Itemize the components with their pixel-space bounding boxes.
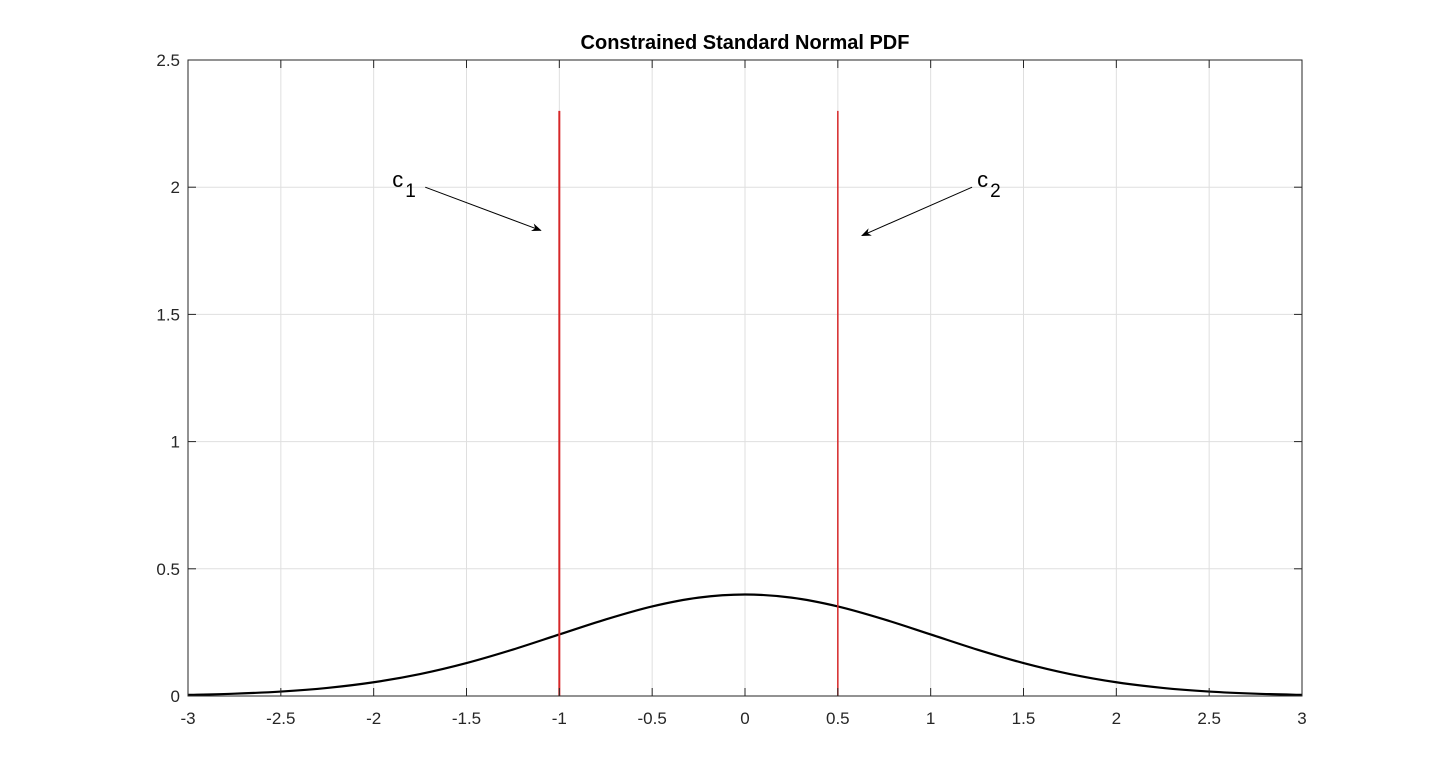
annotation-arrow-c1 — [425, 186, 542, 232]
x-tick-label: 0.5 — [826, 709, 850, 728]
y-tick-label: 1 — [171, 433, 180, 452]
x-tick-label: 1 — [926, 709, 935, 728]
annotation-subscript-c2: 2 — [990, 181, 1001, 202]
x-tick-label: 2.5 — [1197, 709, 1221, 728]
chart-title: Constrained Standard Normal PDF — [581, 32, 910, 54]
x-tick-label: 2 — [1112, 709, 1121, 728]
x-tick-label: 0 — [740, 709, 749, 728]
x-tick-label: -0.5 — [638, 709, 667, 728]
pdf-curve — [187, 593, 1303, 696]
x-tick-label: 1.5 — [1012, 709, 1036, 728]
annotation-label-c2: c — [977, 167, 988, 192]
x-tick-label: -1 — [552, 709, 567, 728]
y-tick-label: 0 — [171, 687, 180, 706]
annotation-label-c1: c — [392, 167, 403, 192]
x-tick-label: -3 — [180, 709, 195, 728]
x-tick-label: 3 — [1297, 709, 1306, 728]
tick-marks — [187, 59, 1303, 697]
y-tick-label: 2 — [171, 178, 180, 197]
annotation-arrow-c2 — [861, 186, 973, 236]
x-tick-label: -2 — [366, 709, 381, 728]
annotation-subscript-c1: 1 — [405, 181, 416, 202]
y-tick-label: 2.5 — [156, 51, 180, 70]
y-tick-label: 1.5 — [156, 305, 180, 324]
tick-labels: -3 -2.5 -2 -1.5 -1 -0.5 0 0.5 1 1.5 2 2.5 3 0 0.5 1 1.5 2… — [156, 51, 1306, 728]
data-layer — [187, 110, 1303, 696]
x-tick-label: -2.5 — [266, 709, 295, 728]
x-tick-label: -1.5 — [452, 709, 481, 728]
y-tick-label: 0.5 — [156, 560, 180, 579]
